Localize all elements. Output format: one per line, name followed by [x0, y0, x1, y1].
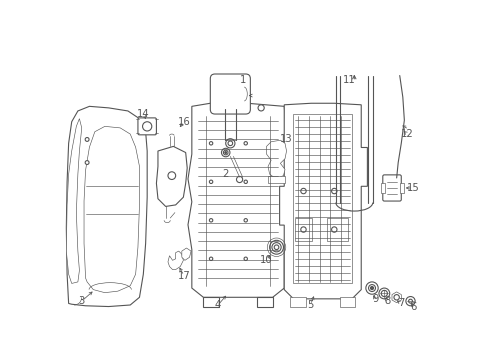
Ellipse shape	[209, 180, 213, 184]
Polygon shape	[280, 103, 368, 299]
Polygon shape	[182, 248, 191, 260]
Text: 9: 9	[372, 294, 378, 304]
FancyBboxPatch shape	[138, 118, 156, 135]
Ellipse shape	[143, 122, 152, 131]
Ellipse shape	[223, 150, 228, 155]
Ellipse shape	[272, 243, 281, 252]
Polygon shape	[66, 119, 82, 283]
Text: 4: 4	[215, 300, 221, 310]
Text: 11: 11	[343, 75, 355, 85]
Ellipse shape	[168, 172, 175, 180]
Text: 10: 10	[260, 255, 273, 265]
Bar	[326, 217, 348, 240]
Ellipse shape	[228, 141, 233, 145]
Text: 2: 2	[222, 169, 229, 179]
Ellipse shape	[366, 282, 378, 294]
Ellipse shape	[85, 161, 89, 165]
Ellipse shape	[258, 105, 264, 111]
Polygon shape	[188, 103, 288, 297]
Text: 5: 5	[307, 300, 314, 310]
Ellipse shape	[332, 227, 337, 232]
Ellipse shape	[221, 148, 230, 157]
FancyBboxPatch shape	[383, 175, 401, 201]
Ellipse shape	[274, 245, 279, 249]
Ellipse shape	[301, 227, 306, 232]
Bar	[381, 183, 385, 193]
Ellipse shape	[217, 102, 225, 108]
Ellipse shape	[270, 240, 283, 254]
Text: 3: 3	[78, 296, 85, 306]
Text: 1: 1	[240, 75, 246, 85]
Text: 13: 13	[279, 134, 292, 144]
Polygon shape	[66, 106, 147, 307]
Ellipse shape	[370, 287, 373, 289]
Text: 17: 17	[178, 271, 191, 281]
Ellipse shape	[209, 219, 213, 222]
Ellipse shape	[379, 288, 390, 299]
Text: 16: 16	[178, 117, 191, 127]
Bar	[295, 217, 312, 240]
Ellipse shape	[209, 257, 213, 261]
Polygon shape	[392, 292, 401, 303]
Text: 15: 15	[406, 183, 419, 193]
Ellipse shape	[332, 188, 337, 194]
Bar	[203, 297, 219, 307]
Bar	[291, 297, 306, 306]
Ellipse shape	[242, 102, 249, 108]
Ellipse shape	[209, 141, 213, 145]
Ellipse shape	[85, 138, 89, 141]
Ellipse shape	[301, 188, 306, 194]
Text: 6: 6	[411, 302, 417, 311]
Ellipse shape	[409, 299, 413, 303]
Ellipse shape	[394, 294, 399, 300]
Text: 12: 12	[401, 129, 414, 139]
Ellipse shape	[244, 180, 247, 184]
Ellipse shape	[244, 141, 247, 145]
Ellipse shape	[237, 176, 243, 183]
Polygon shape	[156, 147, 187, 206]
Ellipse shape	[225, 152, 227, 153]
Ellipse shape	[406, 297, 415, 306]
Ellipse shape	[226, 139, 235, 148]
Bar	[257, 297, 273, 307]
Ellipse shape	[368, 285, 375, 292]
Ellipse shape	[244, 219, 247, 222]
Text: 8: 8	[384, 296, 391, 306]
Bar	[268, 176, 285, 183]
Bar	[340, 297, 355, 306]
Text: 14: 14	[137, 109, 149, 119]
Bar	[400, 183, 404, 193]
Ellipse shape	[244, 257, 247, 261]
Polygon shape	[267, 140, 287, 179]
Polygon shape	[84, 126, 140, 293]
Polygon shape	[168, 251, 183, 270]
Text: 7: 7	[398, 298, 404, 309]
FancyBboxPatch shape	[210, 74, 250, 114]
